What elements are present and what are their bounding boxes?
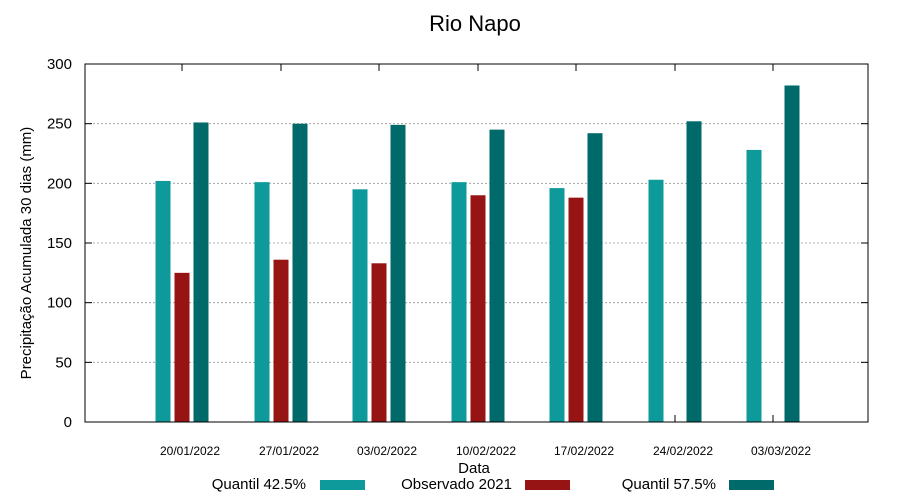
legend: Quantil 42.5% Observado 2021 Quantil 57.5%: [212, 476, 774, 493]
bar: [254, 182, 270, 422]
legend-swatch: [729, 480, 774, 490]
bar: [686, 121, 702, 422]
x-tick-label: 27/01/2022: [259, 444, 319, 458]
bar: [390, 124, 406, 423]
bar: [174, 272, 190, 422]
bar: [784, 85, 800, 422]
x-axis-label: Data: [458, 460, 490, 477]
bar: [352, 189, 368, 422]
bar: [451, 182, 467, 422]
y-tick-label: 150: [47, 235, 72, 252]
bar: [587, 133, 603, 423]
x-tick-label: 03/02/2022: [357, 444, 417, 458]
y-tick-label: 50: [55, 354, 72, 371]
bar: [273, 259, 289, 422]
plot-frame: [84, 63, 869, 423]
bar: [549, 188, 565, 422]
y-tick-label: 250: [47, 116, 72, 133]
bar: [371, 263, 387, 422]
x-axis-ticks: 20/01/2022 27/01/2022 03/02/2022 10/02/2022…: [160, 64, 811, 458]
legend-label: Quantil 57.5%: [622, 476, 716, 493]
legend-swatch: [525, 480, 570, 490]
x-tick-label: 20/01/2022: [160, 444, 220, 458]
bar: [193, 122, 209, 423]
legend-label: Quantil 42.5%: [212, 476, 306, 493]
bar: [648, 179, 664, 422]
bar: [489, 129, 505, 422]
x-tick-label: 10/02/2022: [456, 444, 516, 458]
y-tick-label: 200: [47, 175, 72, 192]
y-tick-label: 0: [64, 414, 72, 431]
bar: [155, 180, 171, 422]
x-tick-label: 03/03/2022: [751, 444, 811, 458]
chart-title: Rio Napo: [429, 11, 521, 36]
grid-lines: [85, 123, 868, 363]
bar: [470, 195, 486, 422]
y-tick-label: 300: [47, 56, 72, 73]
legend-label: Observado 2021: [401, 476, 512, 493]
y-tick-label: 100: [47, 295, 72, 312]
legend-swatch: [320, 480, 365, 490]
y-axis-label: Precipitação Acumulada 30 dias (mm): [18, 127, 35, 380]
x-tick-label: 17/02/2022: [554, 444, 614, 458]
bar: [292, 123, 308, 423]
bar: [746, 149, 762, 423]
bar: [568, 197, 584, 422]
bars: [155, 85, 800, 423]
x-tick-label: 24/02/2022: [653, 444, 713, 458]
